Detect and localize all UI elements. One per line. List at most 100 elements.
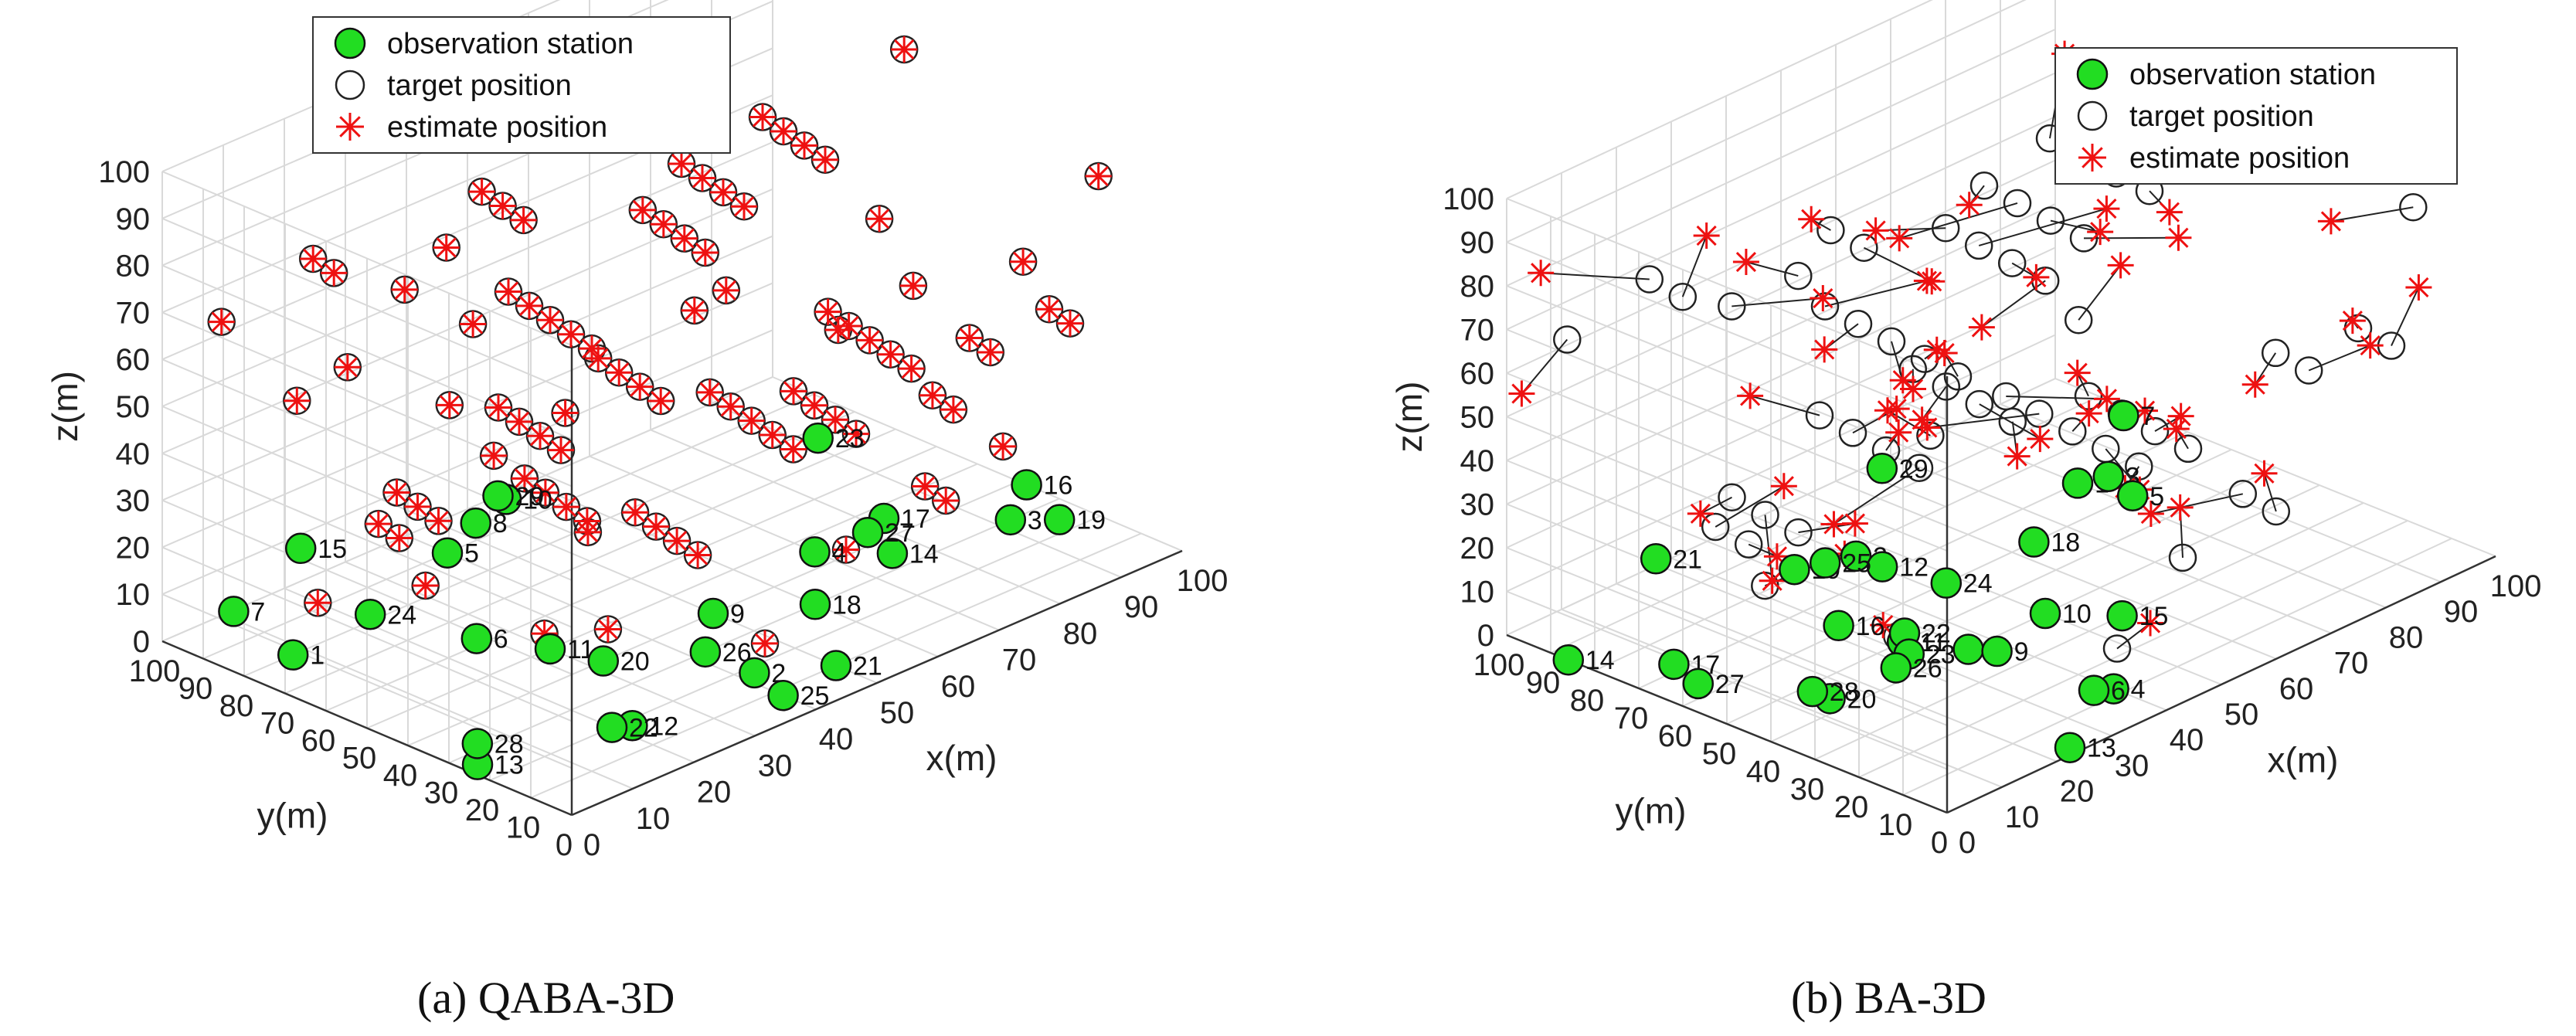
x-tick-label: 70 (2334, 647, 2369, 681)
target-point (1635, 265, 1664, 294)
grid-line (650, 429, 1061, 605)
x-tick-label: 0 (583, 828, 600, 862)
x-tick-label: 90 (2444, 595, 2479, 629)
z-tick-label: 60 (1460, 357, 1495, 391)
station-point (1796, 675, 1829, 708)
estimate-point (2132, 397, 2159, 424)
error-line (2254, 352, 2277, 386)
station-point (1682, 667, 1715, 700)
target-point (2399, 192, 2428, 222)
station-point (739, 657, 770, 689)
estimate-point (1508, 380, 1535, 407)
estimate-point (1770, 473, 1797, 500)
error-line (1749, 395, 1820, 416)
x-tick-label: 100 (1177, 564, 1229, 598)
station-label: 29 (1899, 454, 1929, 484)
estimate-point (383, 479, 410, 506)
x-tick-label: 50 (880, 696, 915, 730)
station-point (1930, 567, 1963, 599)
estimate-point (1874, 397, 1901, 424)
legend-target-marker (2077, 100, 2108, 131)
estimate-point (689, 165, 715, 192)
estimate-point (594, 616, 621, 643)
station-label: 10 (2062, 600, 2092, 629)
estimate-point (1931, 340, 1958, 367)
target-point (1668, 282, 1698, 311)
station-point (994, 504, 1027, 536)
y-axis-label: y(m) (1616, 791, 1687, 831)
station-point (799, 536, 831, 568)
estimate-point (404, 493, 431, 520)
estimate-point (668, 151, 695, 178)
estimate-point (650, 211, 677, 238)
estimate-point (436, 392, 463, 419)
error-line (1748, 543, 1778, 558)
estimate-point (664, 528, 691, 555)
estimate-point (752, 630, 778, 657)
station-label: 5 (464, 539, 479, 569)
x-axis-line (1946, 555, 2496, 814)
station-point (482, 480, 514, 512)
target-point (1718, 483, 1746, 511)
estimate-point (2166, 494, 2194, 521)
estimate-point (899, 272, 926, 299)
x-tick-label: 50 (2224, 698, 2259, 732)
grid-line (711, 403, 1122, 579)
station-label: 21 (1673, 545, 1702, 574)
legend: observation station target position estima… (312, 16, 731, 154)
estimate-point (692, 239, 719, 267)
estimate-point (1885, 419, 1912, 446)
z-tick-label: 0 (1477, 619, 1494, 653)
estimate-point (801, 392, 828, 419)
estimate-point (510, 206, 537, 233)
station-label: 17 (901, 504, 930, 534)
legend-station-marker (2076, 58, 2109, 90)
y-tick-label: 80 (219, 689, 254, 723)
estimate-point (1057, 310, 1083, 337)
estimate-point (647, 388, 675, 415)
station-label: 21 (853, 652, 882, 681)
estimate-point (481, 442, 508, 469)
station-point (802, 422, 834, 454)
target-point (2069, 224, 2099, 253)
legend-target-marker (335, 70, 365, 100)
x-tick-label: 10 (2005, 800, 2040, 834)
estimate-point (1908, 406, 1935, 433)
estimate-point (1036, 296, 1062, 323)
station-label: 20 (1847, 684, 1877, 714)
x-tick-label: 30 (758, 749, 793, 783)
estimate-point (933, 487, 960, 514)
estimate-point (1841, 510, 1868, 537)
station-point (218, 596, 250, 627)
estimate-point (2075, 400, 2102, 427)
estimate-point (2405, 273, 2432, 301)
target-point (2064, 306, 2093, 335)
estimate-point (629, 196, 656, 223)
estimate-point (1883, 396, 1910, 423)
panel-qaba-3d: 0102030405060708090100010203040506070809… (45, 0, 1228, 862)
estimate-point (516, 292, 542, 319)
legend-station-marker (334, 27, 366, 59)
estimate-point (791, 132, 817, 159)
station-label: 29 (515, 482, 545, 511)
z-tick-label: 80 (116, 250, 151, 284)
station-point (2018, 526, 2050, 558)
estimate-point (284, 387, 311, 414)
station-point (1658, 648, 1690, 681)
z-tick-label: 20 (1460, 532, 1495, 566)
z-tick-label: 0 (133, 625, 150, 659)
station-label: 8 (493, 509, 508, 538)
z-tick-label: 30 (116, 484, 151, 518)
estimate-point (506, 408, 532, 435)
estimate-point (835, 312, 862, 339)
estimate-point (919, 382, 946, 409)
target-point (1701, 512, 1730, 542)
station-label: 19 (1076, 506, 1106, 535)
estimate-point (1798, 206, 1825, 233)
estimate-point (425, 508, 452, 535)
station-label: 7 (2140, 402, 2155, 431)
z-tick-label: 10 (1460, 576, 1495, 610)
estimate-point (1737, 382, 1764, 409)
station-point (820, 650, 852, 681)
